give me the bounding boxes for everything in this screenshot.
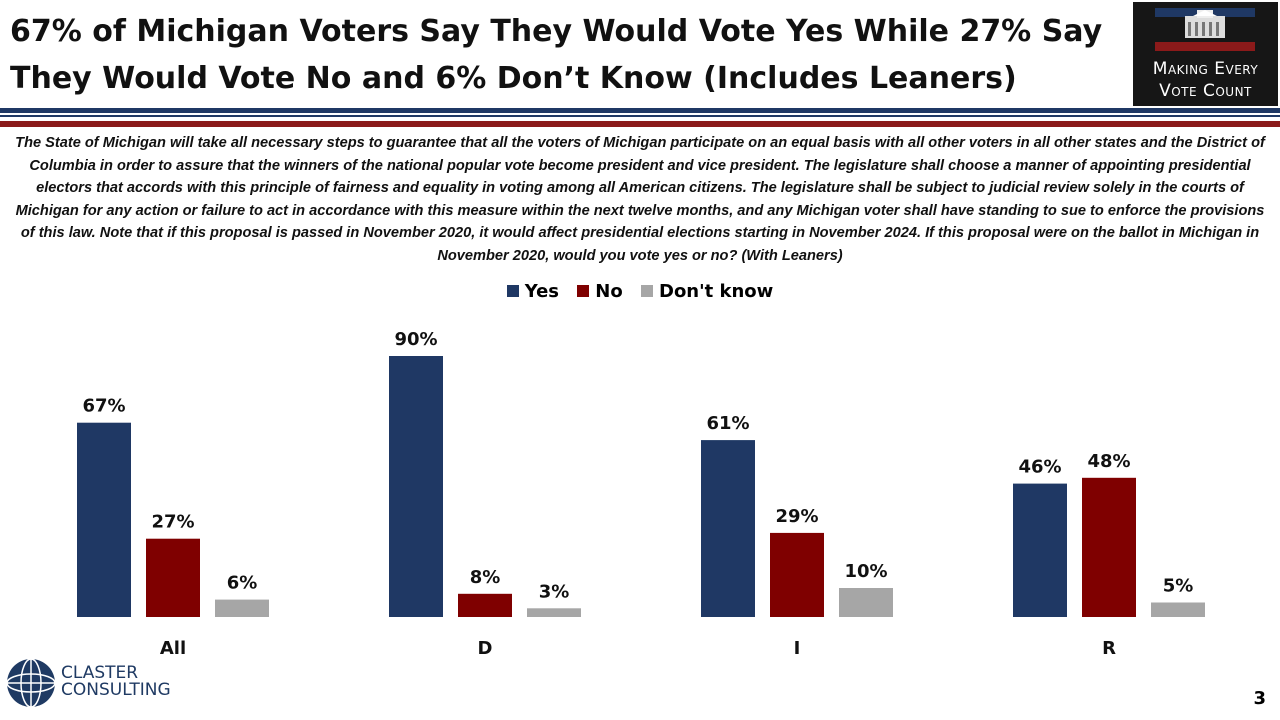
legend-swatch-dont-know [641,285,653,297]
data-label-all-don-t-know: 6% [227,573,258,594]
data-label-all-no: 27% [151,512,194,533]
bar-d-don-t-know [527,608,581,617]
data-label-d-no: 8% [470,567,501,588]
legend-item-yes: Yes [506,281,559,302]
data-label-r-no: 48% [1087,451,1130,472]
bar-i-no [770,532,824,617]
bar-all-yes [77,422,131,617]
data-label-r-don-t-know: 5% [1163,576,1194,597]
data-label-d-yes: 90% [394,329,437,350]
category-label-all: All [160,638,186,659]
legend-swatch-yes [506,285,519,297]
bar-r-yes [1013,483,1067,617]
claster-line-2: CONSULTING [61,680,171,700]
legend-label-yes: Yes [524,281,559,302]
data-label-all-yes: 67% [82,396,125,417]
category-label-i: I [794,638,801,659]
bar-i-yes [701,440,755,617]
data-label-i-don-t-know: 10% [844,561,887,582]
data-label-r-yes: 46% [1018,457,1061,478]
legend-label-dont-know: Don't know [659,281,774,302]
category-label-d: D [478,638,493,659]
category-label-r: R [1102,638,1116,659]
capitol-building-icon [1155,8,1255,51]
chart-legend: Yes No Don't know [0,281,1280,302]
bar-d-no [458,593,512,617]
data-label-i-yes: 61% [706,413,749,434]
bar-r-no [1082,477,1136,617]
data-label-i-no: 29% [775,506,818,527]
making-every-vote-count-logo: Making Every Vote Count [1133,2,1278,106]
legend-item-dont-know: Don't know [641,281,773,302]
logo-line-1: Making Every [1152,59,1259,79]
legend-label-no: No [595,281,623,302]
header-rule-navy-thin [0,115,1280,117]
survey-question-text: The State of Michigan will take all nece… [15,135,1265,264]
bar-i-don-t-know [839,588,893,617]
bar-d-yes [389,356,443,617]
logo-line-2: Vote Count [1159,81,1252,101]
claster-line-1: CLASTER [61,663,139,683]
legend-item-no: No [577,281,623,302]
slide-title: 67% of Michigan Voters Say They Would Vo… [10,14,1103,96]
page-number: 3 [1253,688,1266,709]
data-label-d-don-t-know: 3% [539,581,570,602]
claster-consulting-logo: CLASTER CONSULTING [6,652,171,714]
legend-swatch-no [577,285,590,297]
header-rule-red [0,121,1280,127]
bar-r-don-t-know [1151,602,1205,617]
bar-all-no [146,538,200,617]
bar-all-don-t-know [215,599,269,617]
header-rule-navy [0,108,1280,113]
globe-icon [6,658,56,708]
